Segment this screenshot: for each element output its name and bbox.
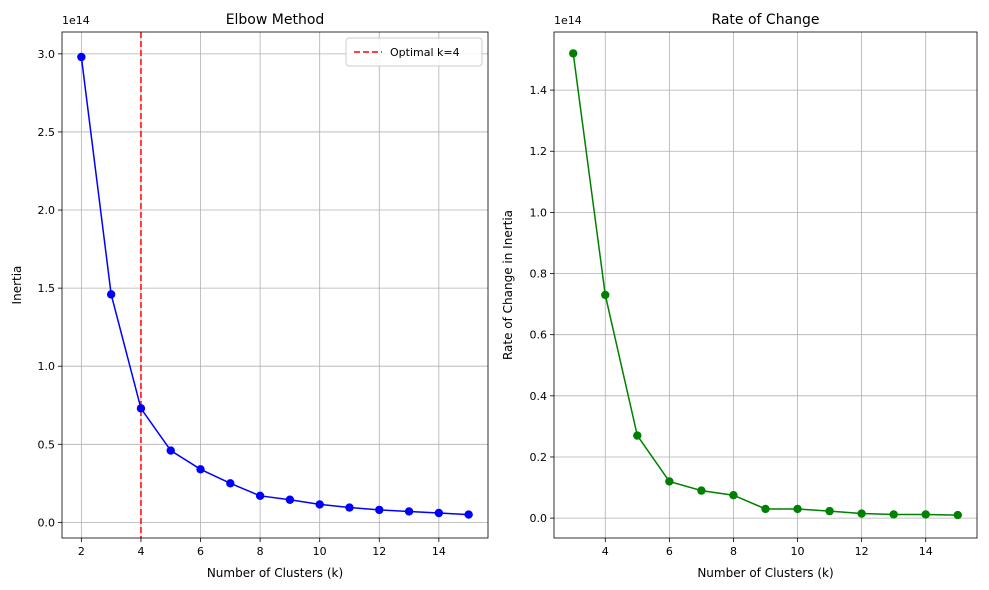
x-tick-label: 14 xyxy=(919,545,933,558)
x-tick-label: 14 xyxy=(432,545,446,558)
x-axis-label: Number of Clusters (k) xyxy=(697,566,833,580)
legend-label: Optimal k=4 xyxy=(390,46,460,59)
y-axis-label: Inertia xyxy=(10,266,24,305)
data-point xyxy=(921,510,930,519)
data-point xyxy=(136,404,146,413)
series-line xyxy=(572,53,958,516)
data-point xyxy=(404,507,414,516)
x-tick-label: 2 xyxy=(78,545,85,558)
data-point xyxy=(345,503,354,512)
data-point xyxy=(226,479,235,488)
y-tick-label: 2.0 xyxy=(38,204,56,217)
data-point xyxy=(793,504,802,514)
axes-frame xyxy=(553,31,978,539)
data-point xyxy=(285,495,295,504)
data-point xyxy=(633,431,642,440)
x-tick-label: 12 xyxy=(372,545,386,558)
chart-title: Rate of Change xyxy=(711,12,819,28)
y-tick-label: 1.2 xyxy=(530,145,548,158)
chart-panel-1: 2 4 6 8 10 12 14 0.0 0.5 1.0 1.5 2.0 2.5 3.0 Elbow Met… xyxy=(10,12,489,580)
data-point xyxy=(569,49,578,58)
y-tick-label: 1.0 xyxy=(38,360,56,373)
y-tick-label: 2.5 xyxy=(38,126,56,139)
data-point xyxy=(77,52,86,62)
x-tick-label: 6 xyxy=(666,545,673,558)
y-tick-label: 0.4 xyxy=(530,390,548,403)
x-axis-label: Number of Clusters (k) xyxy=(207,566,343,580)
chart-panel-2: 4 6 8 10 12 14 0.0 0.2 0.4 0.6 0.8 1.0 1.2 1.4 Rate of… xyxy=(501,12,978,580)
data-point xyxy=(857,509,866,518)
data-point xyxy=(601,290,610,300)
series-line xyxy=(80,56,469,516)
data-point xyxy=(315,500,324,509)
y-tick-label: 1.5 xyxy=(38,282,56,295)
axes-frame xyxy=(61,31,489,539)
y-tick-label: 1.0 xyxy=(530,206,548,219)
data-point xyxy=(697,486,706,495)
x-tick-label: 4 xyxy=(602,545,609,558)
data-point xyxy=(665,477,674,486)
y-offset-label: 1e14 xyxy=(554,14,582,27)
x-tick-label: 4 xyxy=(137,545,144,558)
y-tick-label: 0.6 xyxy=(530,329,548,342)
data-point xyxy=(255,491,265,501)
y-tick-label: 1.4 xyxy=(530,84,548,97)
y-tick-label: 0.0 xyxy=(38,516,56,529)
x-tick-label: 8 xyxy=(730,545,737,558)
y-tick-label: 0.5 xyxy=(38,438,56,451)
x-tick-label: 12 xyxy=(855,545,869,558)
data-point xyxy=(375,505,384,515)
data-point xyxy=(434,508,444,518)
data-point xyxy=(196,465,205,474)
data-point xyxy=(464,510,473,519)
data-point xyxy=(953,510,962,520)
data-point xyxy=(166,446,175,455)
chart-title: Elbow Method xyxy=(226,12,325,28)
legend-box xyxy=(345,37,483,67)
data-point xyxy=(825,506,834,516)
data-point xyxy=(761,504,770,514)
x-tick-label: 10 xyxy=(791,545,805,558)
y-tick-label: 3.0 xyxy=(38,48,56,61)
x-tick-label: 10 xyxy=(313,545,327,558)
x-tick-label: 6 xyxy=(197,545,204,558)
y-tick-label: 0.8 xyxy=(530,268,548,281)
y-tick-label: 0.2 xyxy=(530,451,548,464)
data-point xyxy=(889,510,898,519)
y-tick-label: 0.0 xyxy=(530,512,548,525)
data-point xyxy=(729,490,738,500)
legend: Optimal k=4 xyxy=(345,37,483,67)
y-offset-label: 1e14 xyxy=(62,14,90,27)
data-point xyxy=(106,290,116,299)
x-tick-label: 8 xyxy=(257,545,264,558)
y-axis-label: Rate of Change in Inertia xyxy=(501,210,515,360)
